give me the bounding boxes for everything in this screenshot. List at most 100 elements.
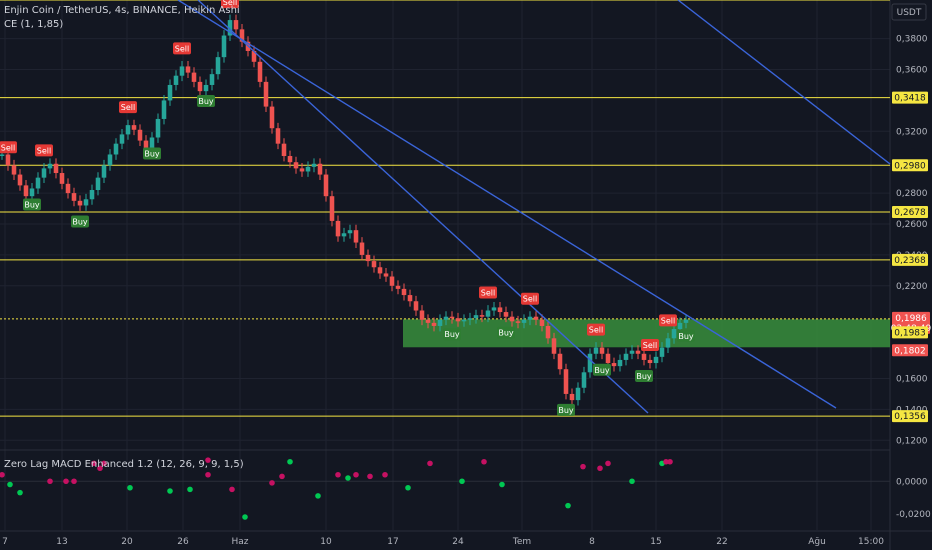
signal-sell-17: Sell [641,339,659,352]
candle-body-50 [299,168,305,172]
candle-body-79 [473,315,479,319]
signal-sell-14: Sell [587,323,605,336]
trend-line-3[interactable] [687,315,837,409]
signal-badge [143,147,161,160]
signal-buy-1: Buy [23,198,41,211]
candle-body-34 [203,84,209,92]
candle-body-70 [419,310,425,320]
candle-body-112 [671,329,677,339]
trend-line-1[interactable] [197,0,649,414]
candle-body-10 [59,173,65,184]
candle-body-46 [275,128,281,144]
macd-dot-14 [229,486,235,493]
zone-bottom-tag-bg [892,344,928,357]
macd-dot-33 [605,460,611,467]
level-tag-2: 0,2980 [894,161,926,171]
candle-body-43 [257,61,263,82]
x-tick-0: 7 [2,537,8,547]
macd-dot-25 [405,484,411,491]
candle-body-82 [491,307,497,311]
candle-body-99 [593,347,599,354]
macd-dot-23 [367,473,373,480]
signal-label: Buy [636,372,652,381]
candle-body-38 [227,20,233,36]
candle-body-60 [359,242,365,255]
time-axis[interactable]: 7 13 20 26 Haz 10 17 24 Tem 8 15 22 Ağu 15:00 [0,530,932,547]
signal-badge [479,286,497,299]
x-tick-10: 15 [650,537,661,547]
signal-label: Buy [498,329,514,338]
macd-dot-26 [427,460,433,467]
candle-body-29 [173,75,179,85]
candle-body-55 [329,196,335,221]
macd-dot-8 [101,460,107,467]
candle-body-51 [305,166,311,172]
candle-body-26 [155,118,161,138]
candle-body-111 [665,338,671,348]
candle-body-87 [521,319,527,323]
candle-body-66 [395,285,401,289]
price-axis[interactable]: 0,38000,36000,32000,28000,26000,24000,22… [891,35,932,520]
candle-body-4 [23,185,29,197]
candle-body-53 [317,163,323,175]
candle-body-37 [221,35,227,58]
macd-dot-37 [667,458,673,465]
candle-body-92 [551,338,557,354]
macd-dot-21 [345,475,351,481]
candle-body-12 [71,193,77,201]
candle-body-40 [239,29,245,42]
macd-dot-12 [205,471,211,478]
level-tag-3: 0,2678 [894,208,926,218]
level-tag-bg-1 [892,91,928,104]
x-tick-11: 22 [716,537,727,547]
x-tick-9: 8 [589,537,595,547]
signal-badge [635,369,653,382]
trend-lines[interactable] [177,0,891,414]
signal-badge [173,42,191,55]
candle-body-84 [503,312,509,317]
signal-label: Buy [198,97,214,106]
candle-body-106 [635,350,641,354]
candle-body-36 [215,57,221,75]
currency-badge[interactable]: USDT [891,3,927,21]
candle-body-33 [197,81,203,92]
signal-buy-13: Buy [557,403,575,416]
candle-body-83 [497,307,503,313]
candle-body-13 [77,200,83,206]
candle-body-110 [659,347,665,357]
candle-body-68 [407,295,413,302]
macd-dot-36 [663,458,669,465]
signal-sell-10: Sell [479,286,497,299]
trend-line-0[interactable] [177,0,689,317]
macd-dot-24 [382,471,388,478]
candle-body-19 [113,143,119,155]
candle-body-59 [353,230,359,243]
candle-body-78 [467,318,473,320]
zone-top-tag: 0,1983 [894,328,926,338]
signal-sell-0: Sell [0,141,17,154]
macd-dot-5 [71,478,77,485]
x-tick-4: Haz [231,537,248,547]
macd-dot-4 [63,478,69,485]
y-tick-2: 0,3200 [896,127,928,137]
trend-line-2[interactable] [677,0,891,165]
candle-body-77 [461,319,467,322]
signal-badge [641,339,659,352]
candle-body-85 [509,316,515,322]
candle-body-100 [599,347,605,354]
candle-body-5 [29,188,35,197]
macd-y-tick-0: 0,0000 [896,477,928,487]
candle-body-52 [311,163,317,167]
candle-body-91 [545,325,551,339]
candle-body-105 [629,350,635,354]
candle-body-86 [515,321,521,323]
candle-body-73 [437,319,443,326]
macd-dot-11 [187,486,193,493]
candle-body-107 [641,353,647,360]
candle-body-74 [443,316,449,320]
candle-body-108 [647,359,653,364]
signal-badge [119,101,137,114]
candle-body-62 [371,261,377,268]
level-tag-4: 0,2368 [894,256,926,266]
